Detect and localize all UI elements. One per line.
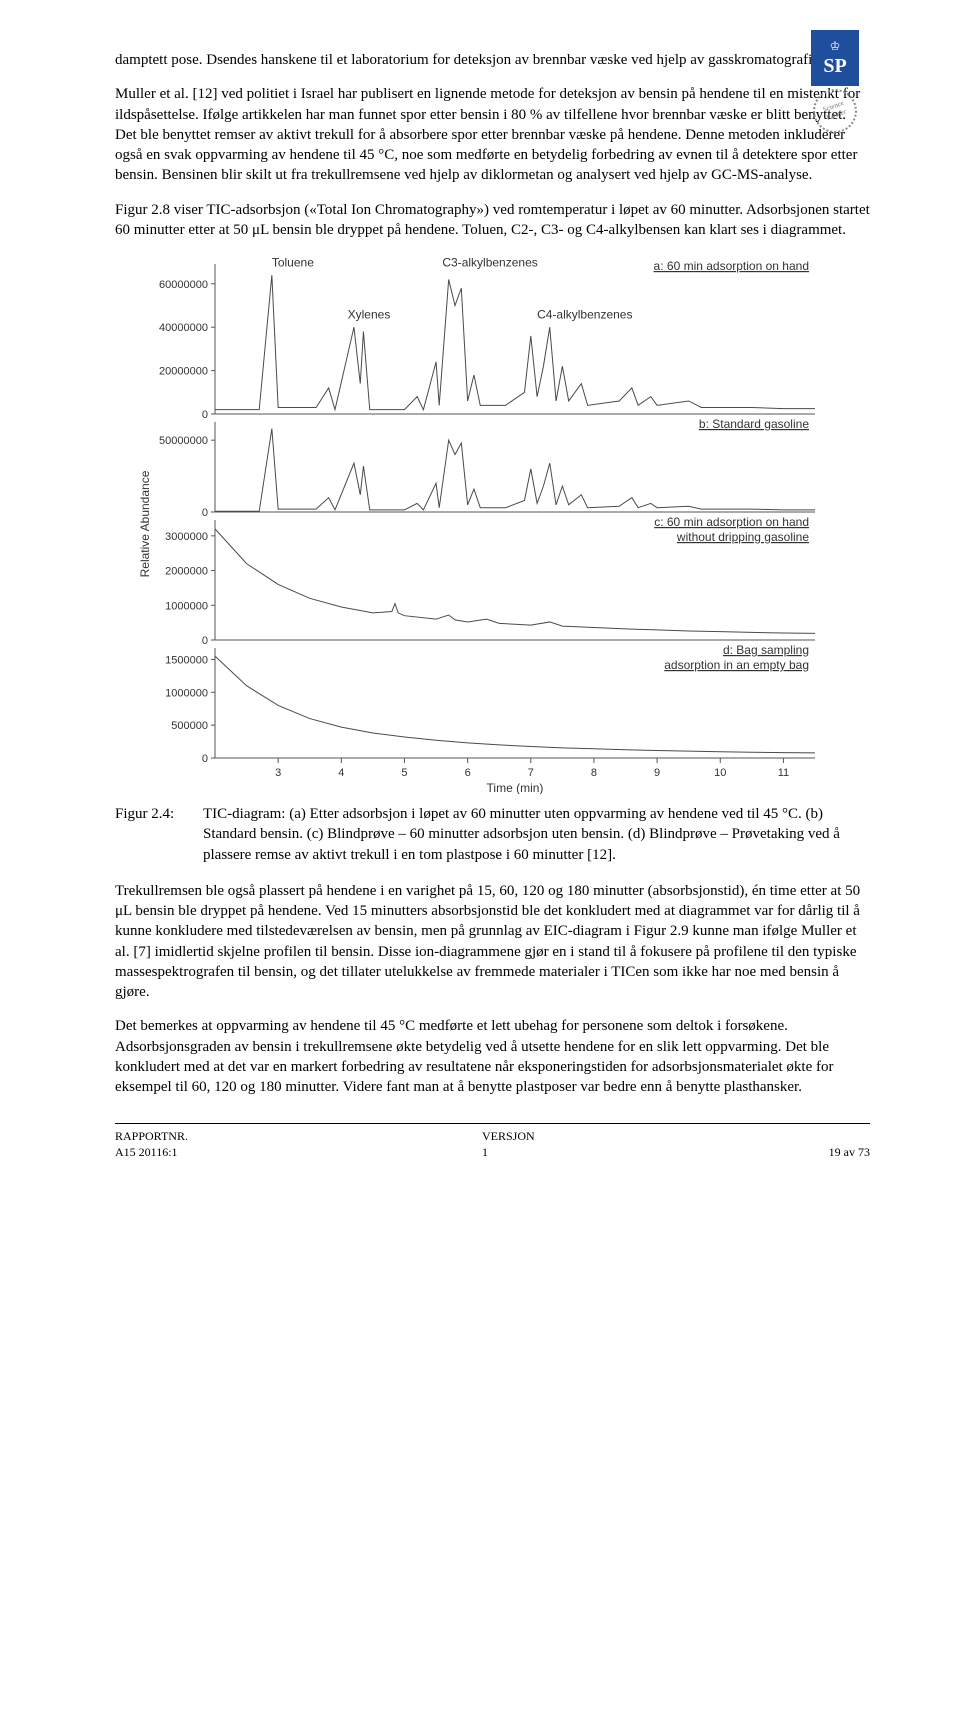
- svg-text:adsorption in an empty bag: adsorption in an empty bag: [664, 658, 809, 672]
- svg-text:d: Bag sampling: d: Bag sampling: [723, 643, 809, 657]
- crown-icon: ♔: [830, 40, 841, 52]
- paragraph-5: Det bemerkes at oppvarming av hendene ti…: [115, 1016, 870, 1097]
- logo-box: ♔ SP: [811, 30, 859, 86]
- logo-text: SP: [823, 56, 846, 76]
- footer-label-rapportnr: RAPPORTNR.: [115, 1128, 188, 1144]
- svg-text:c: 60 min adsorption on hand: c: 60 min adsorption on hand: [654, 515, 809, 529]
- svg-text:0: 0: [202, 635, 208, 647]
- svg-text:Time (min): Time (min): [487, 781, 544, 794]
- paragraph-4: Trekullremsen ble også plassert på hende…: [115, 881, 870, 1003]
- svg-text:1500000: 1500000: [165, 654, 208, 666]
- svg-text:10: 10: [714, 767, 726, 779]
- chart-svg: Relative Abundance0200000004000000060000…: [135, 254, 835, 794]
- footer-value-rapportnr: A15 20116:1: [115, 1144, 188, 1160]
- svg-text:C3-alkylbenzenes: C3-alkylbenzenes: [442, 255, 537, 269]
- svg-text:3: 3: [275, 767, 281, 779]
- footer-value-page: 19 av 73: [829, 1144, 870, 1160]
- footer-page-nr: 19 av 73: [829, 1128, 870, 1160]
- svg-text:500000: 500000: [171, 720, 208, 732]
- paragraph-3: Figur 2.8 viser TIC-adsorbsjon («Total I…: [115, 200, 870, 241]
- svg-text:5: 5: [401, 767, 407, 779]
- svg-text:without dripping gasoline: without dripping gasoline: [676, 530, 809, 544]
- svg-text:1000000: 1000000: [165, 600, 208, 612]
- svg-text:Xylenes: Xylenes: [348, 308, 391, 322]
- paragraph-2: Muller et al. [12] ved politiet i Israel…: [115, 84, 870, 185]
- svg-text:Relative Abundance: Relative Abundance: [138, 470, 152, 577]
- figure-caption-text: TIC-diagram: (a) Etter adsorbsjon i løpe…: [203, 804, 870, 865]
- footer-report-nr: RAPPORTNR. A15 20116:1: [115, 1128, 188, 1160]
- logo-circle: Science Partner: [807, 83, 863, 139]
- svg-text:20000000: 20000000: [159, 366, 208, 378]
- svg-text:0: 0: [202, 409, 208, 421]
- svg-text:2000000: 2000000: [165, 566, 208, 578]
- tic-chart: Relative Abundance0200000004000000060000…: [135, 254, 835, 794]
- paragraph-1: damptett pose. Dsendes hanskene til et l…: [115, 50, 870, 70]
- svg-text:0: 0: [202, 753, 208, 765]
- svg-text:Toluene: Toluene: [272, 255, 314, 269]
- svg-text:b: Standard gasoline: b: Standard gasoline: [699, 417, 809, 431]
- svg-text:50000000: 50000000: [159, 435, 208, 447]
- svg-text:11: 11: [778, 767, 789, 779]
- footer-value-version: 1: [482, 1144, 535, 1160]
- svg-text:4: 4: [338, 767, 344, 779]
- svg-text:60000000: 60000000: [159, 279, 208, 291]
- svg-text:a: 60 min adsorption on hand: a: 60 min adsorption on hand: [654, 259, 809, 273]
- document-body: damptett pose. Dsendes hanskene til et l…: [115, 50, 870, 1097]
- svg-text:3000000: 3000000: [165, 531, 208, 543]
- page-footer: RAPPORTNR. A15 20116:1 VERSJON 1 19 av 7…: [115, 1123, 870, 1160]
- footer-version: VERSJON 1: [482, 1128, 535, 1160]
- figure-label: Figur 2.4:: [115, 804, 193, 865]
- svg-text:7: 7: [528, 767, 534, 779]
- svg-text:0: 0: [202, 507, 208, 519]
- svg-text:40000000: 40000000: [159, 322, 208, 334]
- svg-text:9: 9: [654, 767, 660, 779]
- figure-caption: Figur 2.4: TIC-diagram: (a) Etter adsorb…: [115, 804, 870, 865]
- sp-logo: ♔ SP Science Partner: [800, 30, 870, 133]
- svg-text:1000000: 1000000: [165, 687, 208, 699]
- svg-text:6: 6: [465, 767, 471, 779]
- footer-label-version: VERSJON: [482, 1128, 535, 1144]
- svg-text:8: 8: [591, 767, 597, 779]
- svg-text:C4-alkylbenzenes: C4-alkylbenzenes: [537, 308, 632, 322]
